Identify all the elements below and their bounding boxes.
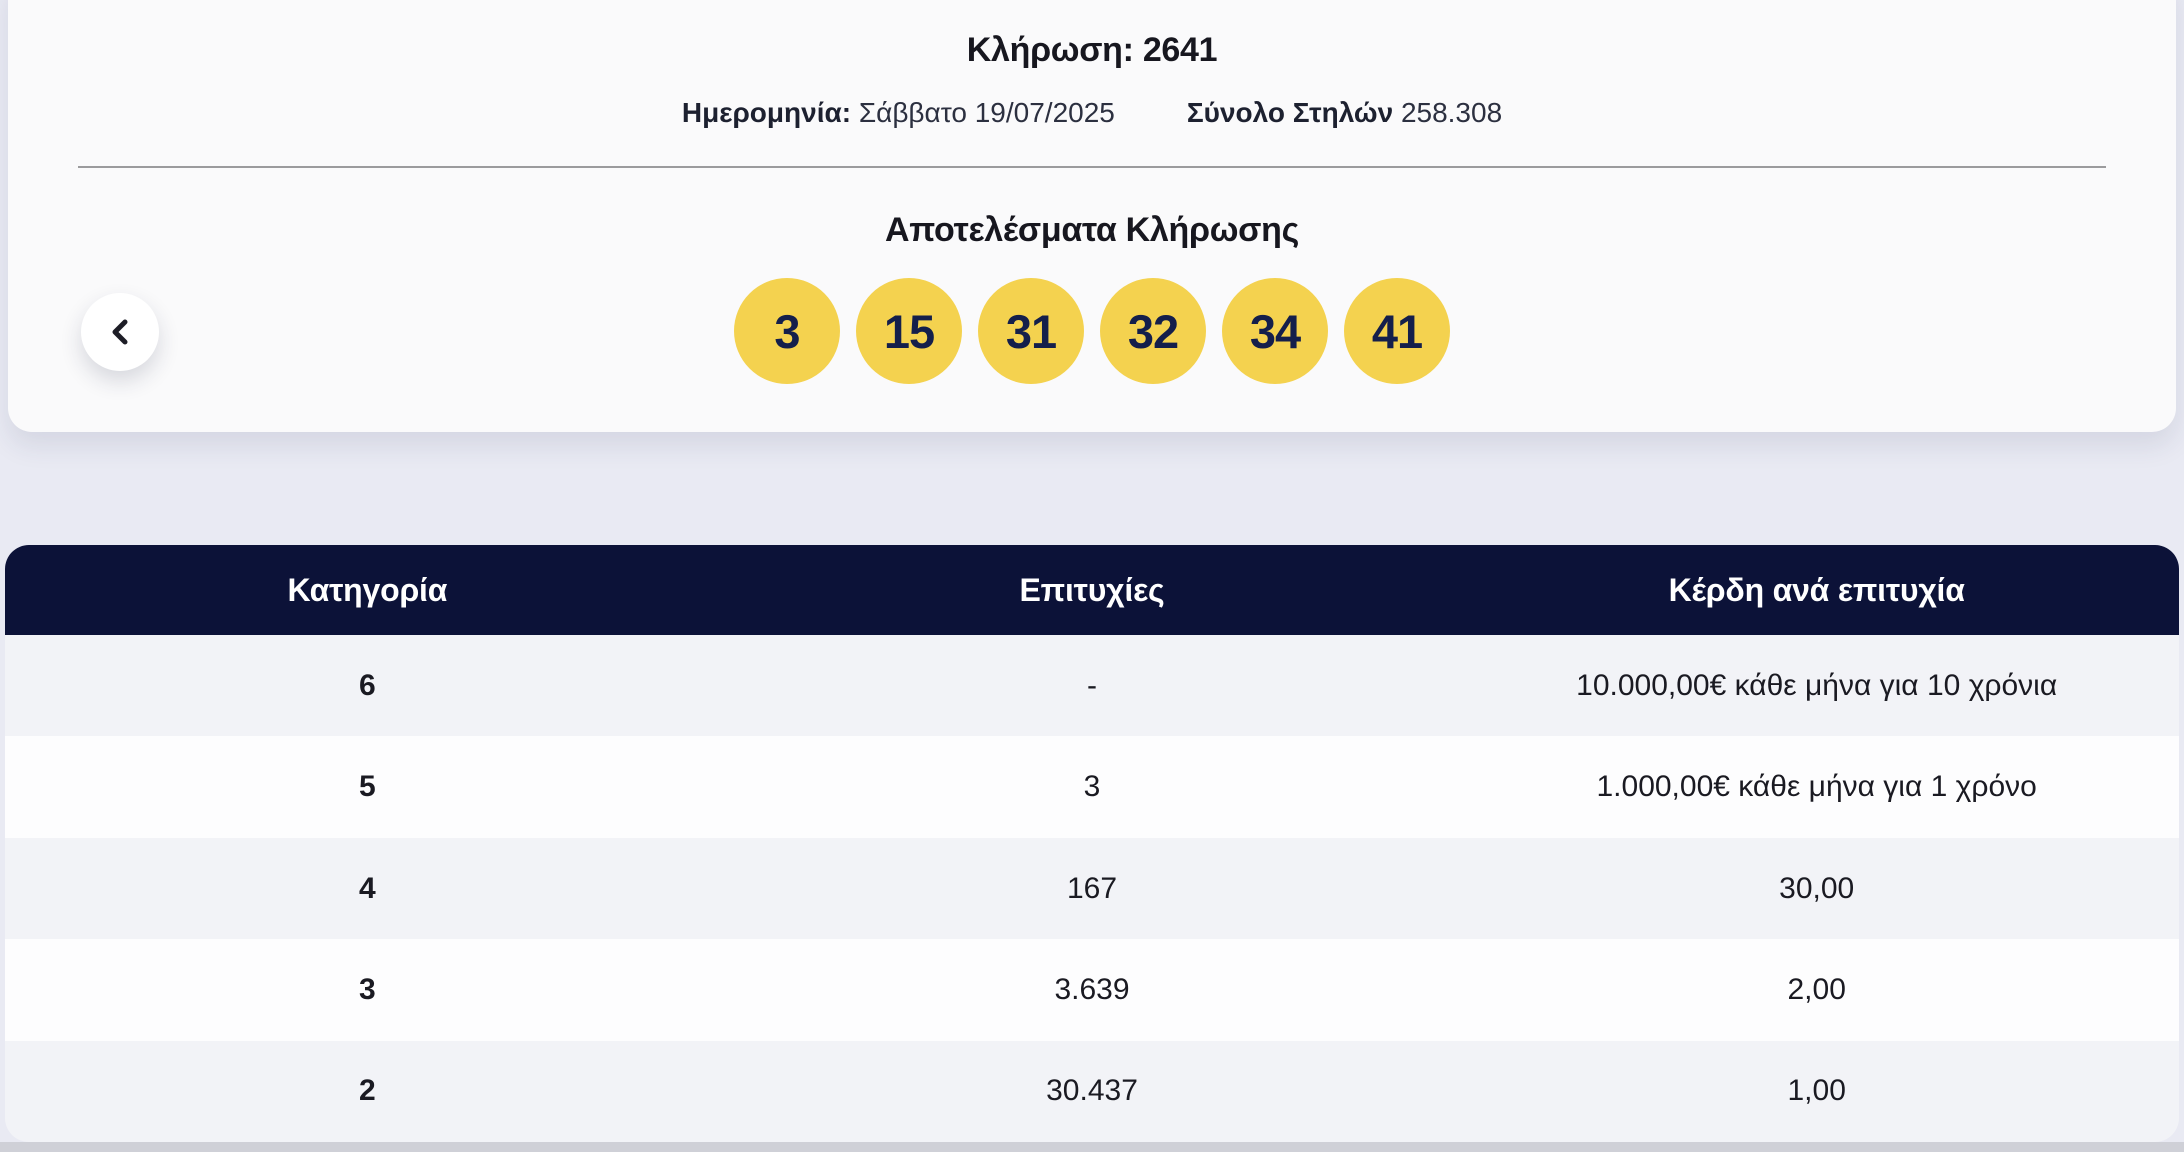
table-row: 6 - 10.000,00€ κάθε μήνα για 10 χρόνια [5, 635, 2179, 737]
draw-date: Ημερομηνία: Σάββατο 19/07/2025 [682, 96, 1115, 130]
draw-title-label: Κλήρωση: [966, 31, 1134, 69]
table-row: 4 167 30,00 [5, 837, 2179, 940]
draw-date-value: Σάββατο 19/07/2025 [858, 97, 1115, 128]
category-cell: 2 [358, 1074, 376, 1108]
category-cell: 5 [358, 770, 376, 804]
prize-table: Κατηγορία Επιτυχίες Κέρδη ανά επιτυχία 6… [5, 545, 2179, 1142]
prize-cell: 10.000,00€ κάθε μήνα για 10 χρόνια [1576, 668, 2058, 702]
prize-cell: 1.000,00€ κάθε μήνα για 1 χρόνο [1596, 770, 2037, 804]
winners-cell: 3 [1083, 770, 1101, 804]
bottom-edge-strip [0, 1142, 2184, 1152]
column-header-winners: Επιτυχίες [1019, 571, 1165, 608]
number-ball: 15 [856, 278, 962, 384]
total-columns: Σύνολο Στηλών 258.308 [1187, 96, 1502, 130]
category-cell: 6 [358, 668, 376, 702]
table-header-row: Κατηγορία Επιτυχίες Κέρδη ανά επιτυχία [5, 545, 2179, 635]
table-row: 5 3 1.000,00€ κάθε μήνα για 1 χρόνο [5, 736, 2179, 838]
draw-date-label: Ημερομηνία: [681, 97, 852, 128]
draw-title: Κλήρωση: 2641 [8, 30, 2176, 70]
winners-cell: 30.437 [1046, 1074, 1138, 1108]
column-header-category: Κατηγορία [287, 571, 448, 608]
column-header-prize: Κέρδη ανά επιτυχία [1668, 571, 1965, 608]
drawn-numbers: 3 15 31 32 34 41 [8, 278, 2176, 384]
total-columns-value: 258.308 [1400, 97, 1503, 128]
number-ball: 41 [1344, 278, 1450, 384]
table-row: 2 30.437 1,00 [5, 1040, 2179, 1142]
divider [78, 166, 2106, 168]
results-heading: Αποτελέσματα Κλήρωσης [885, 211, 1299, 249]
previous-draw-button[interactable] [81, 293, 159, 371]
prize-cell: 2,00 [1787, 972, 1846, 1006]
winners-cell: 3.639 [1054, 972, 1130, 1006]
draw-card: Κλήρωση: 2641 Ημερομηνία: Σάββατο 19/07/… [8, 0, 2176, 432]
winners-cell: - [1087, 668, 1097, 702]
category-cell: 4 [358, 871, 376, 905]
winners-cell: 167 [1066, 871, 1118, 905]
table-row: 3 3.639 2,00 [5, 939, 2179, 1041]
prize-cell: 30,00 [1779, 871, 1855, 905]
total-columns-label: Σύνολο Στηλών [1186, 97, 1394, 128]
number-ball: 34 [1222, 278, 1328, 384]
number-ball: 3 [734, 278, 840, 384]
draw-number: 2641 [1142, 31, 1218, 69]
draw-meta: Ημερομηνία: Σάββατο 19/07/2025 Σύνολο Στ… [8, 96, 2176, 130]
category-cell: 3 [358, 972, 376, 1006]
prize-cell: 1,00 [1787, 1074, 1846, 1108]
chevron-left-icon [108, 318, 132, 346]
number-ball: 32 [1100, 278, 1206, 384]
number-ball: 31 [978, 278, 1084, 384]
